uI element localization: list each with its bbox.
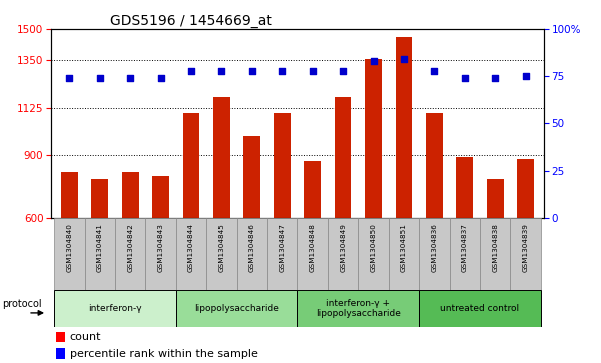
Bar [419, 290, 541, 327]
Point [278, 68, 287, 73]
Bar [426, 113, 443, 218]
Bar [480, 218, 510, 290]
Text: GSM1304847: GSM1304847 [279, 224, 285, 273]
Bar [213, 97, 230, 218]
Bar [145, 218, 176, 290]
Bar [487, 179, 504, 218]
Text: interferon-γ +
lipopolysaccharide: interferon-γ + lipopolysaccharide [316, 299, 401, 318]
Point [369, 58, 379, 64]
Text: lipopolysaccharide: lipopolysaccharide [194, 304, 279, 313]
Text: GSM1304837: GSM1304837 [462, 224, 468, 273]
Text: GDS5196 / 1454669_at: GDS5196 / 1454669_at [110, 14, 272, 28]
Text: GSM1304839: GSM1304839 [523, 224, 529, 273]
Text: GSM1304842: GSM1304842 [127, 224, 133, 273]
Point [460, 75, 469, 81]
Bar [456, 157, 473, 218]
Bar [176, 290, 297, 327]
Point [64, 75, 74, 81]
Point [490, 75, 500, 81]
Point [156, 75, 165, 81]
Point [338, 68, 348, 73]
Bar [510, 218, 541, 290]
Bar [517, 159, 534, 218]
Bar [395, 37, 412, 218]
Bar [56, 348, 65, 359]
Bar [56, 332, 65, 342]
Bar [450, 218, 480, 290]
Bar [365, 60, 382, 218]
Bar [297, 290, 419, 327]
Point [399, 56, 409, 62]
Bar [85, 218, 115, 290]
Bar [328, 218, 358, 290]
Point [308, 68, 317, 73]
Text: GSM1304844: GSM1304844 [188, 224, 194, 273]
Text: GSM1304838: GSM1304838 [492, 224, 498, 273]
Bar [419, 218, 450, 290]
Point [521, 73, 531, 79]
Bar [91, 179, 108, 218]
Bar [206, 218, 237, 290]
Bar [61, 172, 78, 218]
Bar [358, 218, 389, 290]
Point [186, 68, 196, 73]
Text: percentile rank within the sample: percentile rank within the sample [70, 348, 258, 359]
Bar [152, 176, 169, 218]
Bar [115, 218, 145, 290]
Point [216, 68, 226, 73]
Point [95, 75, 105, 81]
Text: count: count [70, 332, 102, 342]
Bar [54, 290, 176, 327]
Bar [54, 218, 85, 290]
Text: interferon-γ: interferon-γ [88, 304, 142, 313]
Bar [274, 113, 291, 218]
Bar [237, 218, 267, 290]
Text: protocol: protocol [2, 299, 42, 309]
Text: GSM1304843: GSM1304843 [157, 224, 163, 273]
Text: GSM1304845: GSM1304845 [218, 224, 224, 273]
Bar [389, 218, 419, 290]
Bar [335, 97, 352, 218]
Bar [243, 136, 260, 218]
Bar [297, 218, 328, 290]
Bar [267, 218, 297, 290]
Text: untreated control: untreated control [441, 304, 520, 313]
Point [126, 75, 135, 81]
Text: GSM1304851: GSM1304851 [401, 224, 407, 273]
Text: GSM1304836: GSM1304836 [432, 224, 438, 273]
Text: GSM1304848: GSM1304848 [310, 224, 316, 273]
Text: GSM1304841: GSM1304841 [97, 224, 103, 273]
Text: GSM1304849: GSM1304849 [340, 224, 346, 273]
Point [430, 68, 439, 73]
Bar [304, 161, 321, 218]
Bar [183, 113, 200, 218]
Bar [176, 218, 206, 290]
Text: GSM1304846: GSM1304846 [249, 224, 255, 273]
Text: GSM1304850: GSM1304850 [371, 224, 377, 273]
Point [247, 68, 257, 73]
Bar [122, 172, 139, 218]
Text: GSM1304840: GSM1304840 [66, 224, 72, 273]
